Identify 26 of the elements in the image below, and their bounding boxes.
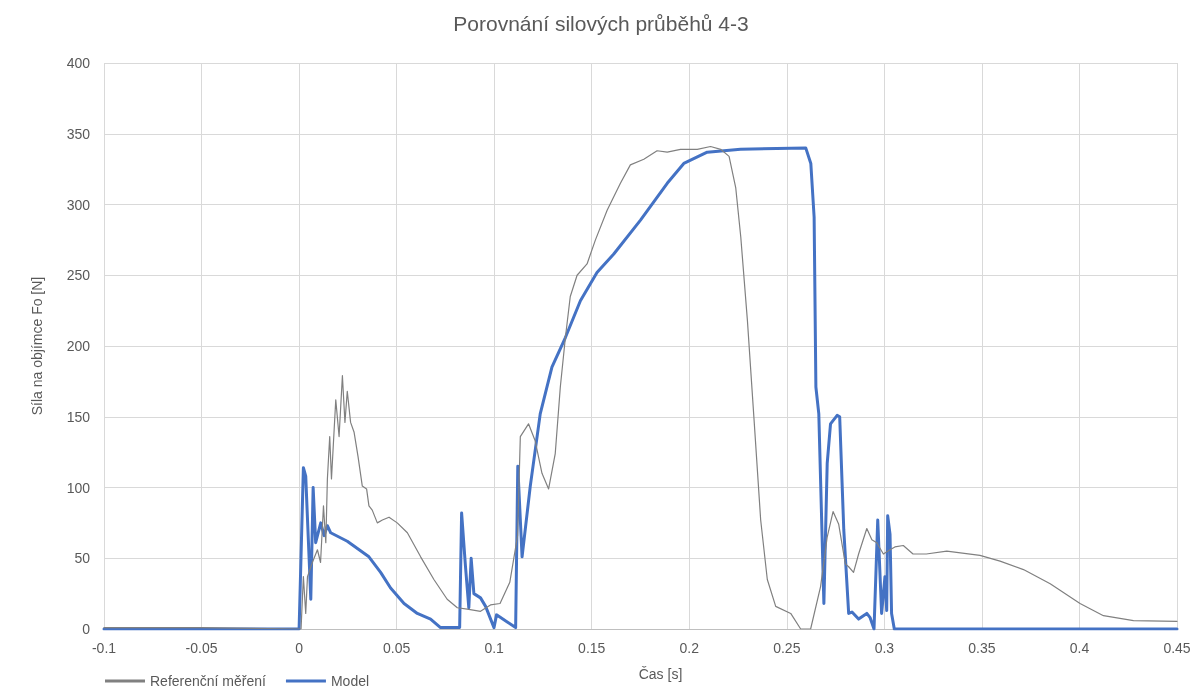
x-tick-label: 0 xyxy=(295,640,304,656)
chart-title: Porovnání silových průběhů 4-3 xyxy=(453,12,749,35)
y-tick-label: 250 xyxy=(66,267,91,284)
y-tick-label: 200 xyxy=(66,338,91,354)
y-tick-label: 400 xyxy=(66,55,91,71)
y-tick-label: 150 xyxy=(66,408,91,425)
x-tick-label: 0.2 xyxy=(679,640,700,656)
x-tick-label: -0.05 xyxy=(185,640,218,656)
x-tick-label: 0.3 xyxy=(874,640,895,656)
y-tick-label: 300 xyxy=(66,196,91,213)
legend-label: Model xyxy=(330,673,370,689)
x-tick-label: 0.1 xyxy=(484,640,505,656)
x-tick-label: 0.35 xyxy=(968,640,996,656)
legend-label: Referenční měření xyxy=(150,673,267,689)
y-tick-label: 0 xyxy=(82,621,91,637)
y-tick-label: 100 xyxy=(66,479,91,496)
x-tick-label: -0.1 xyxy=(91,640,117,656)
x-axis-title: Čas [s] xyxy=(638,666,683,682)
x-tick-label: 0.25 xyxy=(773,640,801,656)
x-tick-label: 0.45 xyxy=(1163,640,1191,656)
x-tick-label: 0.05 xyxy=(383,640,411,656)
y-tick-label: 50 xyxy=(74,550,91,567)
y-tick-label: 350 xyxy=(66,125,91,142)
x-tick-label: 0.15 xyxy=(578,640,606,656)
x-tick-label: 0.4 xyxy=(1069,640,1090,656)
y-axis-title: Síla na objímce Fo [N] xyxy=(29,276,45,416)
